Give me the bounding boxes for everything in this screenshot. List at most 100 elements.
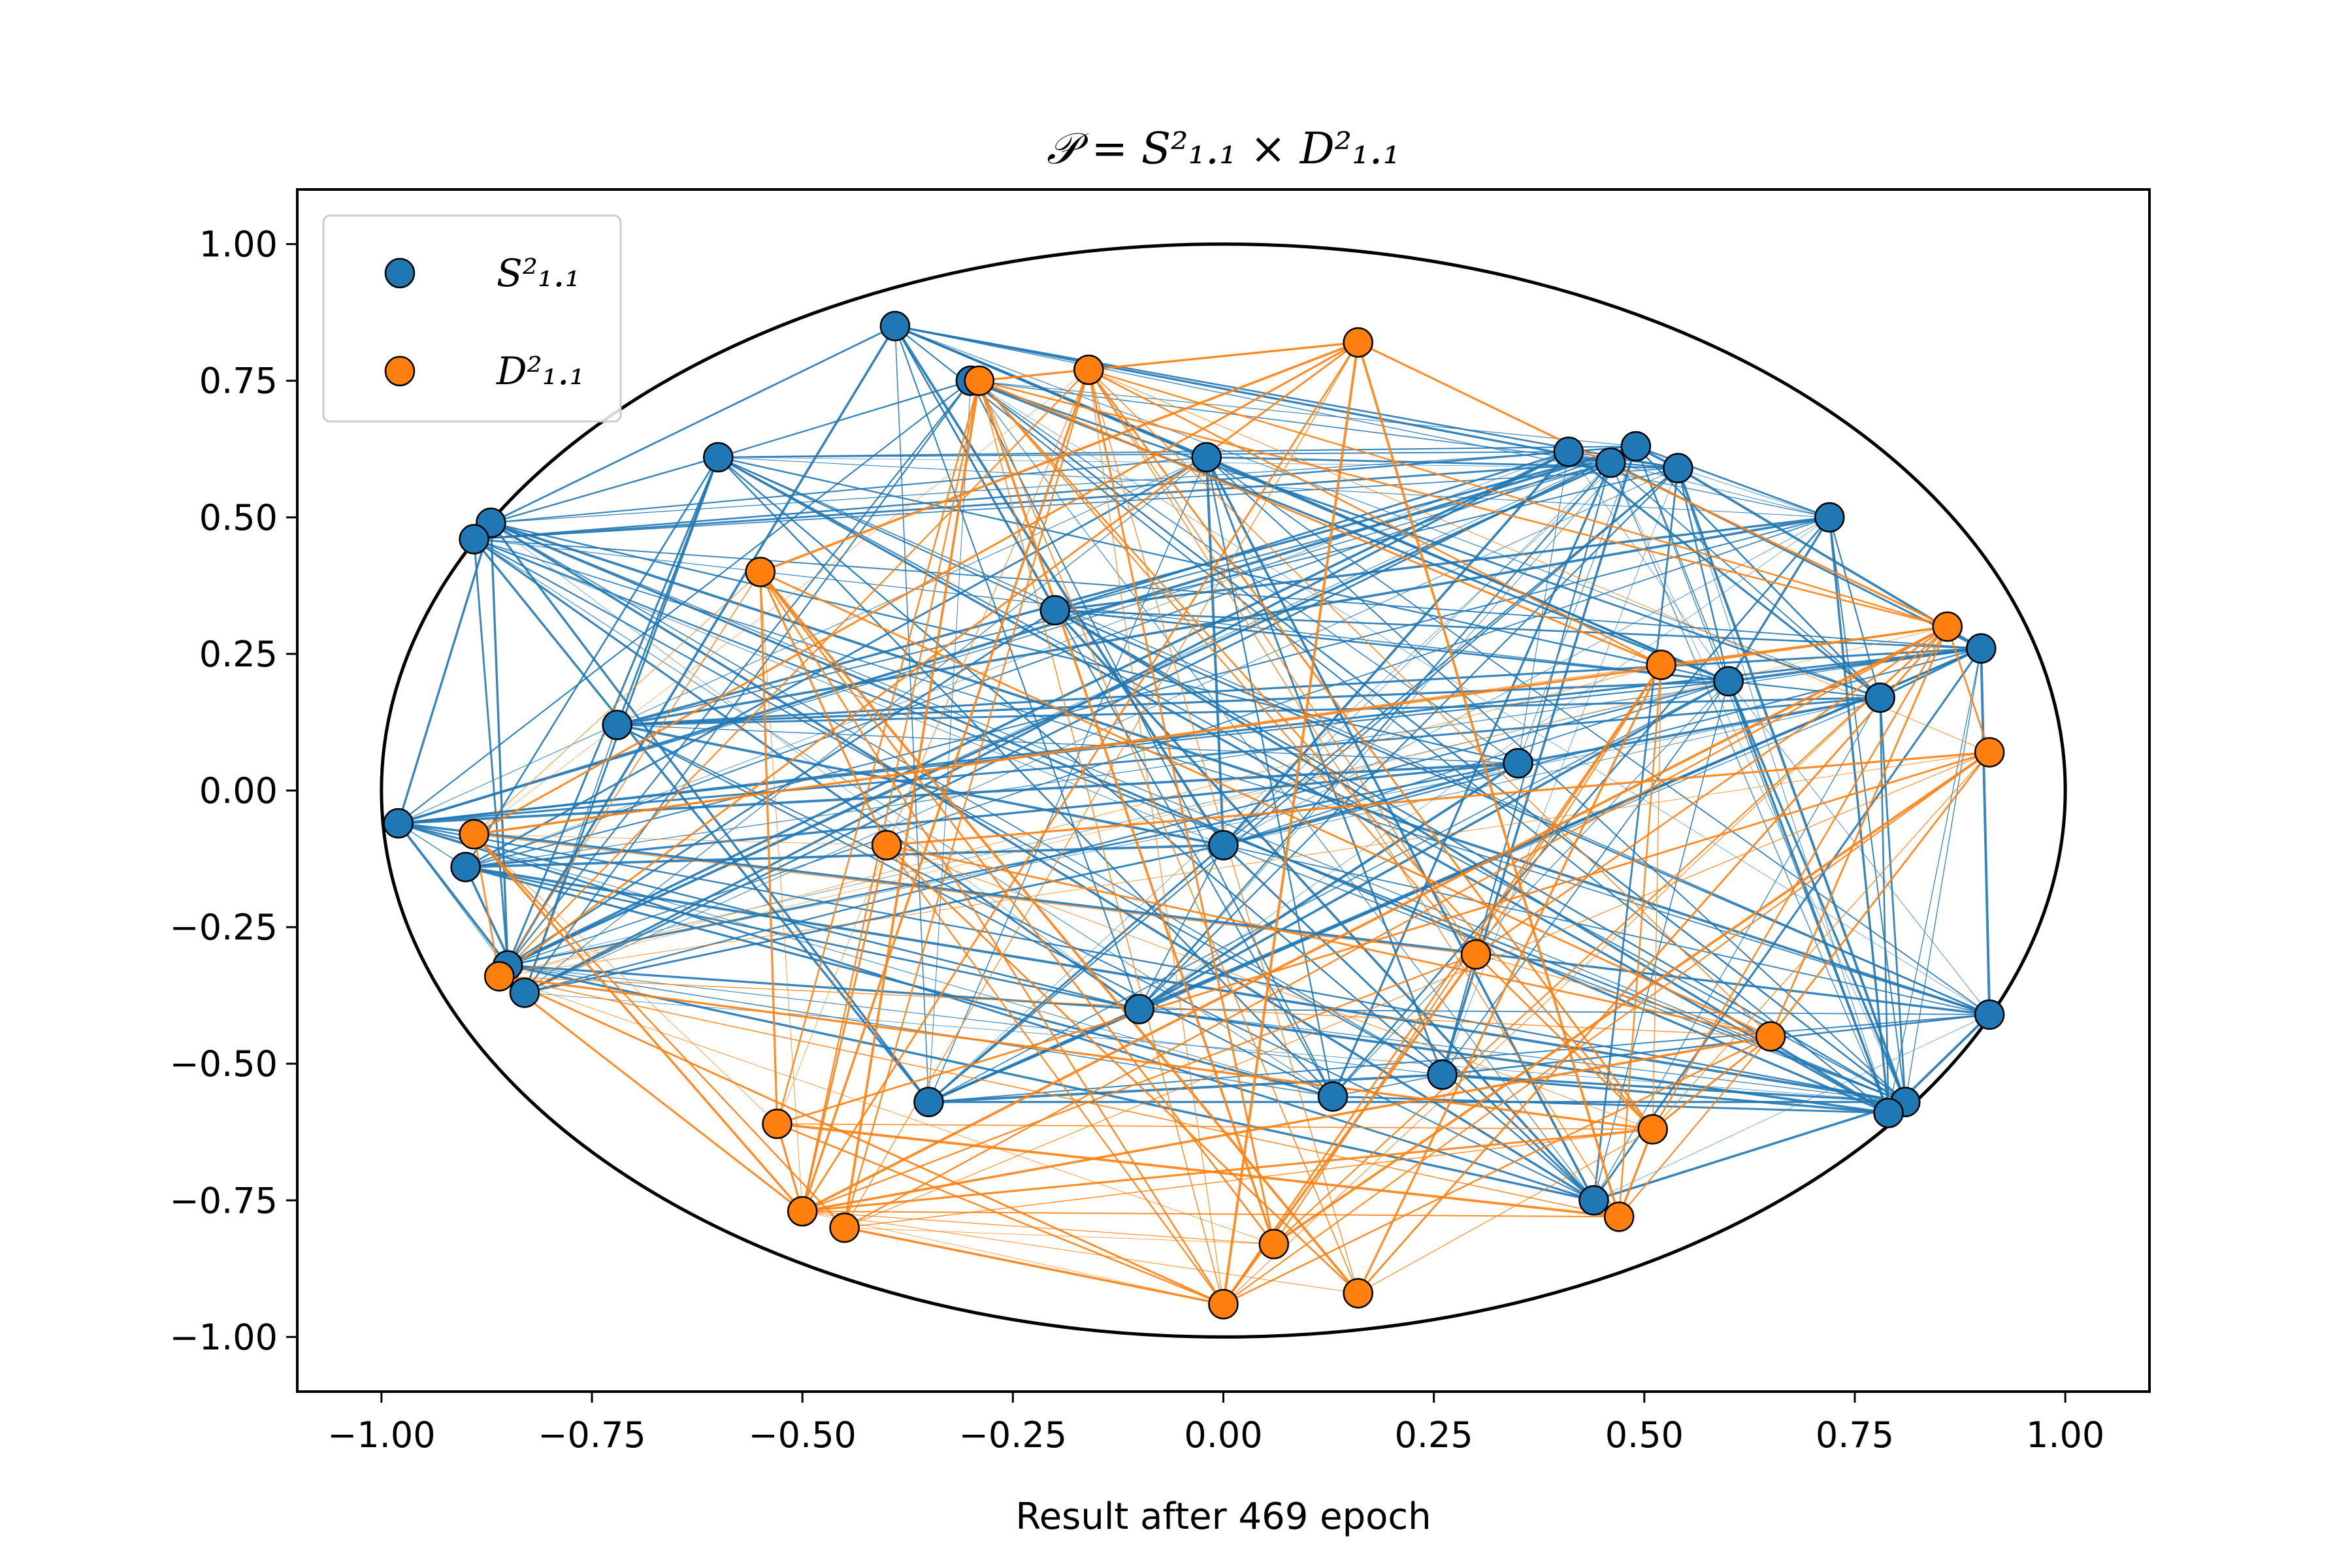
edge-series-0: [1206, 456, 1729, 683]
y-tick-label: −1.00: [170, 1316, 278, 1358]
edge-series-1: [1088, 369, 1654, 1130]
edge-series-0: [1442, 1073, 1906, 1103]
point-series-1: [1460, 939, 1492, 970]
point-series-1: [1974, 737, 2005, 768]
point-series-1: [829, 1212, 860, 1243]
edge-series-1: [802, 953, 1477, 1213]
edge-series-0: [894, 325, 1880, 698]
edge-series-0: [491, 522, 1906, 1103]
edge-series-1: [760, 571, 1771, 1037]
edge-series-1: [1223, 626, 1948, 1305]
edge-series-0: [894, 325, 1678, 469]
edge-series-0: [617, 724, 1594, 1201]
edge-series-1: [777, 751, 1990, 1125]
edge-series-0: [970, 380, 1990, 1015]
edge-series-0: [1054, 609, 1906, 1103]
edge-series-0: [473, 538, 1140, 1010]
edge-series-0: [507, 517, 1830, 966]
edge-series-1: [474, 625, 1948, 836]
edge-series-0: [508, 964, 1333, 1098]
point-series-0: [1208, 830, 1239, 860]
edge-series-0: [928, 1073, 1443, 1103]
unit-circle: [380, 242, 2067, 1339]
edge-series-1: [1088, 369, 1620, 1217]
point-series-0: [459, 524, 489, 555]
edge-series-0: [616, 457, 719, 726]
edge-series-1: [760, 572, 803, 1212]
edge-series-0: [1676, 467, 1907, 1103]
edge-series-0: [1887, 648, 1982, 1113]
edge-series-1: [1475, 954, 1771, 1037]
edge-series-0: [491, 451, 1569, 523]
edge-series-0: [617, 680, 1729, 727]
edge-series-1: [1475, 626, 1948, 955]
edge-series-1: [498, 572, 761, 977]
edge-series-0: [397, 522, 492, 824]
x-axis-label: Result after 469 epoch: [1015, 1495, 1431, 1538]
edge-series-1: [499, 975, 1274, 1245]
edge-series-1: [498, 975, 1224, 1305]
edge-series-0: [1054, 462, 1611, 611]
edge-series-0: [1728, 647, 1982, 683]
edge-series-0: [1139, 446, 1637, 1009]
edge-series-0: [1332, 1074, 1443, 1098]
edge-series-0: [1518, 696, 1880, 765]
boundary-layer: [380, 242, 2067, 1339]
edge-series-1: [979, 380, 1224, 1305]
edge-series-0: [473, 538, 930, 1103]
point-series-0: [913, 1086, 944, 1117]
point-series-1: [745, 557, 776, 587]
edge-series-0: [717, 456, 1056, 612]
edge-series-1: [499, 752, 1990, 977]
edge-series-0: [1610, 463, 1906, 1102]
edge-series-1: [1618, 664, 1662, 1217]
edge-series-1: [1088, 368, 1948, 628]
y-tick-label: 1.00: [199, 224, 278, 265]
edge-series-1: [844, 1227, 1274, 1245]
edge-series-1: [777, 845, 887, 1124]
edge-series-0: [718, 457, 1990, 1015]
edge-series-0: [507, 461, 1612, 967]
edge-series-0: [1138, 845, 1224, 1009]
edge-series-0: [489, 523, 509, 966]
x-tick-label: 0.25: [1395, 1414, 1473, 1456]
edge-series-1: [886, 844, 1771, 1037]
x-tick-label: 0.50: [1605, 1414, 1684, 1456]
edge-series-0: [928, 467, 1679, 1103]
edge-series-1: [1273, 626, 1948, 1245]
y-tick-label: 0.00: [199, 770, 278, 811]
edge-series-0: [490, 325, 896, 524]
edge-series-0: [928, 844, 1224, 1103]
edge-series-0: [507, 609, 1056, 966]
edge-series-1: [802, 1211, 1358, 1294]
edge-series-1: [473, 833, 804, 1213]
point-series-0: [1039, 595, 1071, 626]
edge-series-1: [1661, 626, 1948, 666]
edge-series-1: [844, 342, 1359, 1228]
point-series-0: [509, 977, 540, 1008]
edge-series-0: [1332, 681, 1729, 1097]
edge-series-0: [1728, 681, 1990, 1015]
point-series-0: [1553, 436, 1584, 467]
edge-series-1: [474, 572, 761, 835]
x-axis: −1.00 −0.75 −0.50 −0.25 0.00 0.25 0.50 0.75 1.00: [327, 1392, 2104, 1456]
edge-series-1: [499, 626, 1948, 977]
edge-series-1: [979, 380, 1948, 628]
edge-series-1: [844, 626, 1948, 1229]
point-series-0: [1578, 1185, 1609, 1216]
edge-series-0: [474, 538, 1443, 1075]
edge-series-1: [1088, 369, 1771, 1037]
point-series-0: [450, 851, 481, 883]
y-tick-label: −0.50: [170, 1043, 278, 1085]
edge-series-0: [1205, 456, 1595, 1201]
edge-series-0: [928, 380, 972, 1102]
edge-series-1: [1358, 341, 1948, 628]
edge-series-0: [524, 680, 1729, 994]
edge-series-0: [1054, 609, 1990, 1016]
edge-series-1: [802, 1211, 1620, 1218]
edge-series-1: [777, 1122, 1224, 1305]
point-series-0: [1663, 453, 1693, 483]
edge-series-1: [1769, 751, 1991, 1037]
edge-series-0: [1138, 680, 1729, 1011]
edge-series-0: [1879, 697, 1889, 1113]
